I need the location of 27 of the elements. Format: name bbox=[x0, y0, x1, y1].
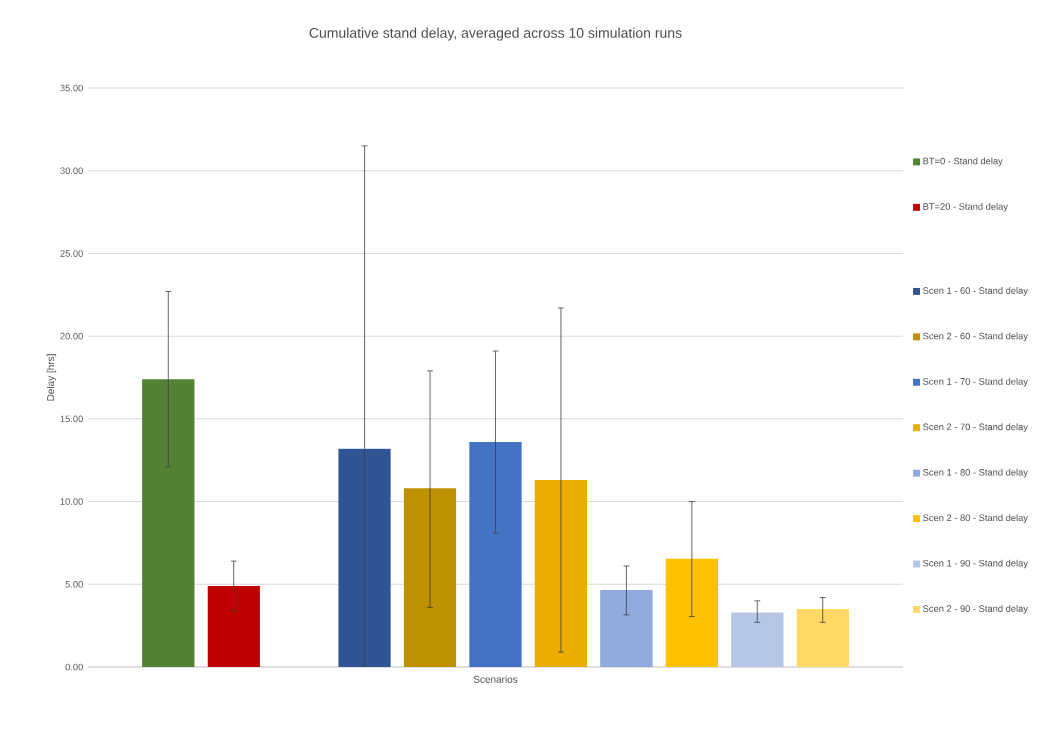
bar bbox=[796, 609, 849, 667]
legend-label: Scen 2 - 90 - Stand delay bbox=[923, 605, 1028, 614]
y-axis-title: Delay [hrs] bbox=[46, 354, 57, 401]
bar bbox=[600, 590, 653, 667]
y-tick-label: 30.00 bbox=[60, 167, 83, 175]
legend-label: Scen 2 - 60 - Stand delay bbox=[923, 332, 1028, 342]
y-tick-label: 10.00 bbox=[60, 498, 83, 505]
legend-label: Scen 2 - 80 - Stand delay bbox=[923, 514, 1028, 523]
bar bbox=[469, 442, 522, 667]
legend-label: BT=20 - Stand delay bbox=[923, 202, 1008, 212]
y-tick-label: 15.00 bbox=[60, 415, 83, 423]
legend-label: Scen 2 - 70 - Stand delay bbox=[923, 423, 1028, 433]
bar bbox=[207, 585, 260, 667]
y-tick-label: 25.00 bbox=[60, 250, 83, 257]
chart-title: Cumulative stand delay, averaged across 10 simulation runs bbox=[309, 27, 682, 41]
legend-label: Scen 1 - 70 - Stand delay bbox=[923, 377, 1028, 387]
bar bbox=[731, 612, 784, 667]
legend-label: Scen 1 - 60 - Stand delay bbox=[923, 287, 1028, 296]
y-tick-label: 20.00 bbox=[60, 332, 83, 340]
y-tick-label: 0.00 bbox=[65, 663, 83, 671]
legend-label: Scen 1 - 80 - Stand delay bbox=[923, 468, 1028, 478]
x-axis-title: Scenarios bbox=[473, 675, 518, 683]
bar bbox=[142, 379, 195, 667]
y-tick-label: 35.00 bbox=[60, 84, 83, 92]
y-tick-label: 5.00 bbox=[65, 580, 83, 588]
legend-label: Scen 1 - 90 - Stand delay bbox=[923, 559, 1028, 569]
legend-label: BT=0 - Stand delay bbox=[923, 157, 1003, 167]
